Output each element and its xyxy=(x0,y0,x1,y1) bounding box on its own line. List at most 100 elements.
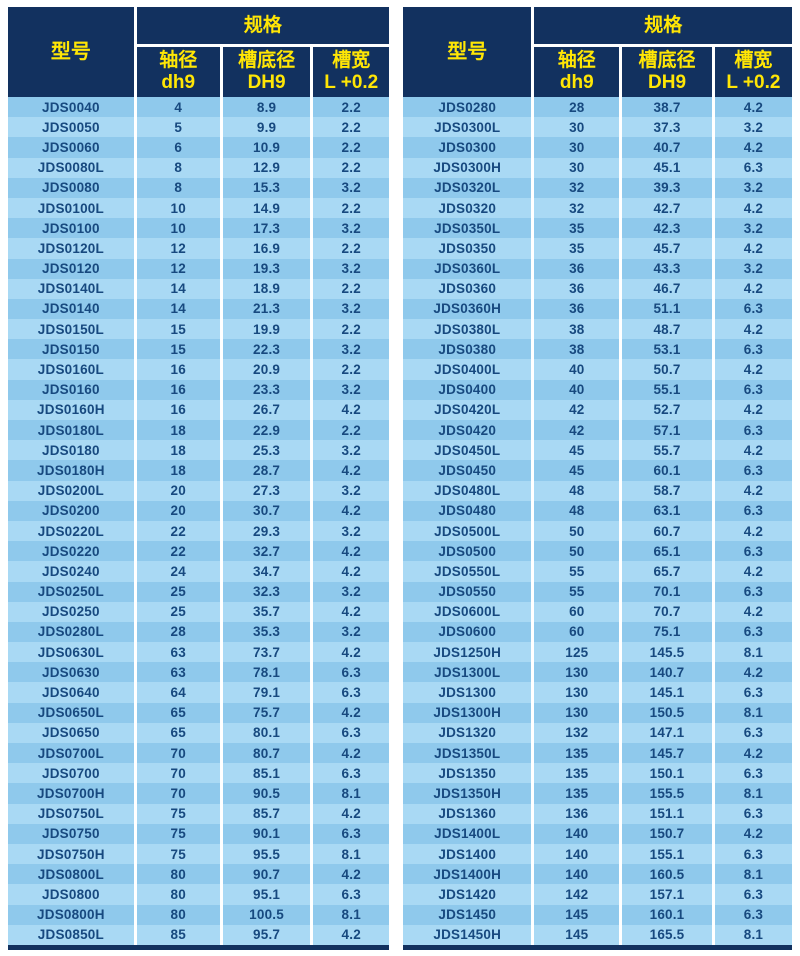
value-cell: 142 xyxy=(534,884,620,905)
model-cell: JDS1300L xyxy=(403,662,532,683)
value-cell: 6.3 xyxy=(714,460,792,481)
model-cell: JDS0200 xyxy=(8,500,134,521)
value-cell: 90.5 xyxy=(222,783,311,804)
table-row: JDS1350 135 150.1 6.3 xyxy=(403,763,792,784)
value-cell: 150.5 xyxy=(622,702,712,723)
table-row: JDS0300H 30 45.1 6.3 xyxy=(403,157,792,178)
value-cell: 17.3 xyxy=(222,218,311,239)
value-cell: 10.9 xyxy=(222,137,311,158)
value-cell: 3.2 xyxy=(313,440,389,461)
value-cell: 3.2 xyxy=(313,520,389,542)
model-cell: JDS0550 xyxy=(403,581,532,602)
value-cell: 4.2 xyxy=(714,520,792,542)
value-cell: 35.3 xyxy=(222,621,311,643)
model-cell: JDS0080L xyxy=(8,157,134,178)
table-row: JDS0640 64 79.1 6.3 xyxy=(8,682,389,703)
value-cell: 6.3 xyxy=(714,581,792,602)
value-cell: 15.3 xyxy=(222,177,311,198)
value-cell: 75.7 xyxy=(222,702,311,723)
model-cell: JDS0750 xyxy=(8,823,134,844)
table-row: JDS0180 18 25.3 3.2 xyxy=(8,440,389,461)
value-cell: 4.2 xyxy=(714,480,792,501)
value-cell: 6.3 xyxy=(714,803,792,824)
value-cell: 6.3 xyxy=(714,682,792,703)
value-cell: 95.1 xyxy=(222,884,311,905)
value-cell: 9.9 xyxy=(222,117,311,138)
value-cell: 150.7 xyxy=(622,823,712,844)
value-cell: 18 xyxy=(136,440,220,461)
value-cell: 4.2 xyxy=(714,399,792,420)
table-bottom-bar xyxy=(8,944,389,950)
value-cell: 27.3 xyxy=(222,480,311,501)
shaft-diameter-column-header: 轴径 dh9 xyxy=(534,47,620,97)
value-cell: 60.1 xyxy=(622,460,712,481)
value-cell: 48 xyxy=(534,500,620,521)
groove-width-tolerance: L +0.2 xyxy=(324,72,379,93)
table-body: JDS0040 4 8.9 2.2 JDS0050 5 9.9 2.2 JDS0060 6 10.9… xyxy=(8,97,389,945)
value-cell: 6.3 xyxy=(313,662,389,683)
model-cell: JDS0160H xyxy=(8,399,134,420)
table-row: JDS1300H 130 150.5 8.1 xyxy=(403,702,792,723)
table-row: JDS0360L 36 43.3 3.2 xyxy=(403,258,792,279)
model-cell: JDS0600 xyxy=(403,621,532,643)
table-row: JDS1350H 135 155.5 8.1 xyxy=(403,783,792,804)
value-cell: 8.9 xyxy=(222,97,311,118)
table-header: 型号 规格 轴径 dh9 槽底径 DH9 槽宽 L +0.2 xyxy=(403,7,792,97)
table-row: JDS0150L 15 19.9 2.2 xyxy=(8,319,389,340)
table-row: JDS0400L 40 50.7 4.2 xyxy=(403,359,792,380)
value-cell: 8.1 xyxy=(714,864,792,885)
value-cell: 151.1 xyxy=(622,803,712,824)
table-row: JDS0700 70 85.1 6.3 xyxy=(8,763,389,784)
value-cell: 48 xyxy=(534,480,620,501)
value-cell: 45 xyxy=(534,460,620,481)
value-cell: 2.2 xyxy=(313,238,389,259)
table-row: JDS0120 12 19.3 3.2 xyxy=(8,258,389,279)
table-row: JDS0550L 55 65.7 4.2 xyxy=(403,561,792,582)
value-cell: 4.2 xyxy=(714,238,792,259)
table-row: JDS0400 40 55.1 6.3 xyxy=(403,379,792,400)
value-cell: 78.1 xyxy=(222,662,311,683)
value-cell: 16 xyxy=(136,399,220,420)
model-cell: JDS0650L xyxy=(8,702,134,723)
value-cell: 6.3 xyxy=(313,763,389,784)
value-cell: 40 xyxy=(534,379,620,400)
value-cell: 35.7 xyxy=(222,601,311,622)
value-cell: 136 xyxy=(534,803,620,824)
model-cell: JDS1300H xyxy=(403,702,532,723)
model-cell: JDS1400 xyxy=(403,843,532,865)
value-cell: 60 xyxy=(534,621,620,643)
value-cell: 48.7 xyxy=(622,319,712,340)
value-cell: 4.2 xyxy=(714,743,792,764)
value-cell: 30 xyxy=(534,137,620,158)
table-row: JDS0600L 60 70.7 4.2 xyxy=(403,601,792,622)
value-cell: 14 xyxy=(136,278,220,299)
value-cell: 8.1 xyxy=(313,843,389,865)
shaft-diameter-tolerance: dh9 xyxy=(161,72,196,93)
table-row: JDS0080 8 15.3 3.2 xyxy=(8,177,389,198)
model-cell: JDS0700H xyxy=(8,783,134,804)
value-cell: 90.1 xyxy=(222,823,311,844)
value-cell: 28 xyxy=(534,97,620,118)
value-cell: 3.2 xyxy=(313,258,389,279)
value-cell: 22.3 xyxy=(222,339,311,360)
value-cell: 80 xyxy=(136,884,220,905)
table-row: JDS0300 30 40.7 4.2 xyxy=(403,137,792,158)
value-cell: 2.2 xyxy=(313,137,389,158)
value-cell: 14.9 xyxy=(222,197,311,219)
value-cell: 140.7 xyxy=(622,662,712,683)
value-cell: 15 xyxy=(136,339,220,360)
model-cell: JDS0300L xyxy=(403,117,532,138)
model-column-header: 型号 xyxy=(403,7,532,97)
model-cell: JDS0320 xyxy=(403,197,532,219)
value-cell: 22 xyxy=(136,541,220,562)
table-row: JDS0160 16 23.3 3.2 xyxy=(8,379,389,400)
model-cell: JDS0850L xyxy=(8,924,134,945)
value-cell: 51.1 xyxy=(622,298,712,320)
value-cell: 46.7 xyxy=(622,278,712,299)
spec-table-left: 型号 规格 轴径 dh9 槽底径 DH9 槽宽 L +0.2 JDS0040 4 8… xyxy=(8,7,389,950)
table-row: JDS0280 28 38.7 4.2 xyxy=(403,97,792,118)
value-cell: 50 xyxy=(534,520,620,542)
model-cell: JDS0150 xyxy=(8,339,134,360)
model-cell: JDS0140L xyxy=(8,278,134,299)
